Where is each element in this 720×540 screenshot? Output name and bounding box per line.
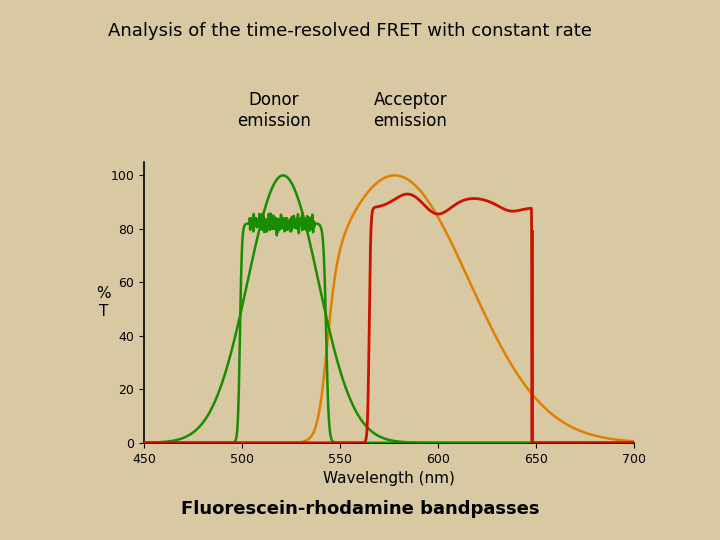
- X-axis label: Wavelength (nm): Wavelength (nm): [323, 471, 455, 486]
- Text: Analysis of the time-resolved FRET with constant rate: Analysis of the time-resolved FRET with …: [108, 22, 592, 39]
- Text: Donor
emission: Donor emission: [237, 91, 310, 130]
- Text: Acceptor
emission: Acceptor emission: [374, 91, 447, 130]
- Text: Fluorescein-rhodamine bandpasses: Fluorescein-rhodamine bandpasses: [181, 501, 539, 518]
- Y-axis label: %
T: % T: [96, 286, 111, 319]
